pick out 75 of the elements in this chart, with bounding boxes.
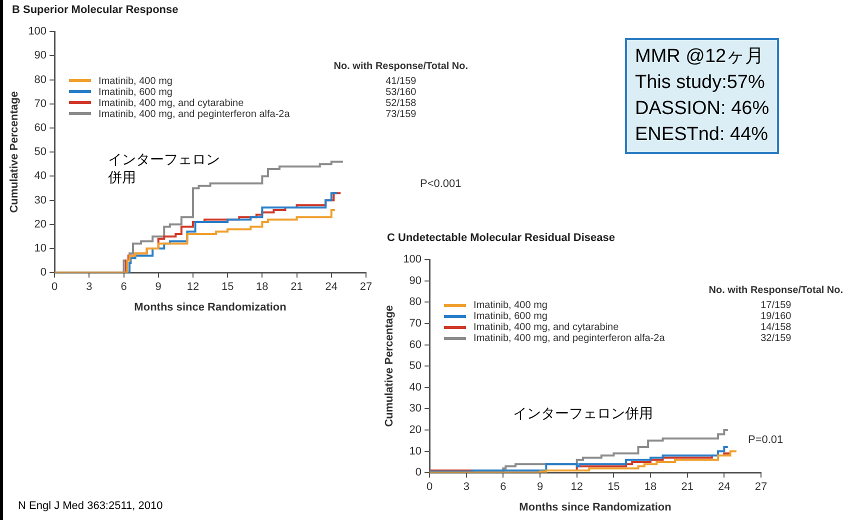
y-tick-label: 0 — [40, 266, 47, 279]
y-tick-label: 100 — [28, 26, 47, 38]
x-axis-title: Months since Randomization — [134, 301, 287, 314]
x-tick-label: 21 — [290, 281, 303, 294]
y-tick-label: 60 — [409, 338, 422, 351]
y-tick-label: 20 — [34, 218, 47, 230]
y-tick-label: 70 — [34, 98, 47, 110]
y-axis-title: Cumulative Percentage — [8, 91, 21, 213]
legend-label: Imatinib, 400 mg — [98, 76, 174, 87]
y-axis-title: Cumulative Percentage — [384, 305, 396, 427]
x-tick-label: 3 — [463, 481, 470, 494]
chart-title: C Undetectable Molecular Residual Disease — [387, 232, 616, 244]
y-tick-label: 10 — [409, 445, 422, 458]
y-tick-label: 70 — [409, 318, 422, 330]
x-tick-label: 18 — [256, 281, 268, 294]
y-tick-label: 80 — [34, 74, 47, 86]
legend-label: Imatinib, 400 mg — [472, 300, 548, 312]
x-tick-label: 24 — [718, 481, 730, 494]
x-axis-title: Months since Randomization — [519, 501, 672, 514]
text: 52/158 — [384, 98, 418, 109]
y-tick-label: 40 — [409, 381, 422, 394]
y-tick-label: 30 — [34, 194, 47, 206]
y-tick-label: 50 — [409, 360, 422, 372]
y-tick-label: 0 — [415, 466, 422, 479]
text: N Engl J Med 363:2511, 2010 — [18, 500, 163, 512]
x-tick-label: 18 — [644, 481, 657, 494]
x-tick-label: 12 — [186, 281, 200, 294]
text: 73/159 — [384, 108, 418, 120]
x-tick-label: 12 — [570, 481, 583, 494]
text: DASSION: 46% — [635, 97, 770, 121]
y-tick-label: 90 — [34, 50, 47, 62]
x-tick-label: 0 — [426, 481, 433, 494]
text: 53/160 — [384, 86, 418, 98]
y-tick-label: 20 — [409, 424, 422, 436]
legend-title: No. with Response/Total No. — [708, 285, 844, 298]
annotation: 14/158 — [760, 322, 792, 334]
x-tick-label: 0 — [51, 281, 58, 294]
y-tick-label: 90 — [409, 274, 422, 287]
y-tick-label: 60 — [34, 122, 47, 134]
x-tick-label: 24 — [325, 281, 338, 294]
legend-label: Imatinib, 600 mg — [98, 86, 174, 98]
annotation: インターフェロン併用 — [108, 150, 221, 186]
x-tick-label: 15 — [608, 481, 620, 494]
text: P<0.001 — [420, 178, 462, 190]
x-tick-label: 27 — [360, 281, 372, 294]
x-tick-label: 9 — [536, 481, 544, 494]
x-tick-label: 6 — [120, 281, 127, 294]
chart-title: B Superior Molecular Response — [12, 4, 178, 16]
text: MMR @12ヶ月 — [635, 45, 766, 69]
y-tick-label: 40 — [34, 170, 47, 182]
y-tick-label: 30 — [409, 402, 422, 415]
annotation: 17/159 — [760, 300, 792, 312]
legend-title: No. with Response/Total No. — [332, 60, 470, 74]
legend-label: Imatinib, 400 mg, and cytarabine — [98, 98, 244, 109]
annotation: 32/159 — [760, 333, 792, 344]
x-tick-label: 27 — [754, 481, 768, 494]
annotation: P=0.01 — [748, 434, 784, 446]
y-tick-label: 50 — [34, 146, 47, 158]
x-tick-label: 3 — [86, 281, 92, 294]
annotation: 19/160 — [760, 311, 792, 322]
x-tick-label: 15 — [221, 281, 234, 294]
y-tick-label: 10 — [34, 242, 47, 255]
legend-label: Imatinib, 400 mg, and peginterferon alfa-2a — [98, 108, 291, 120]
text: ENESTnd: 44% — [635, 123, 770, 147]
text: 41/159 — [384, 76, 418, 87]
legend-label: Imatinib, 400 mg, and peginterferon alfa-2a — [472, 333, 666, 344]
x-tick-label: 6 — [500, 481, 506, 494]
x-tick-label: 21 — [681, 481, 694, 494]
y-tick-label: 100 — [403, 254, 422, 266]
legend-label: Imatinib, 600 mg — [472, 311, 548, 322]
text: This study:57% — [635, 71, 766, 95]
x-tick-label: 9 — [155, 281, 162, 294]
annotation: インターフェロン併用 — [513, 404, 653, 422]
legend-label: Imatinib, 400 mg, and cytarabine — [472, 322, 620, 334]
y-tick-label: 80 — [409, 296, 422, 308]
